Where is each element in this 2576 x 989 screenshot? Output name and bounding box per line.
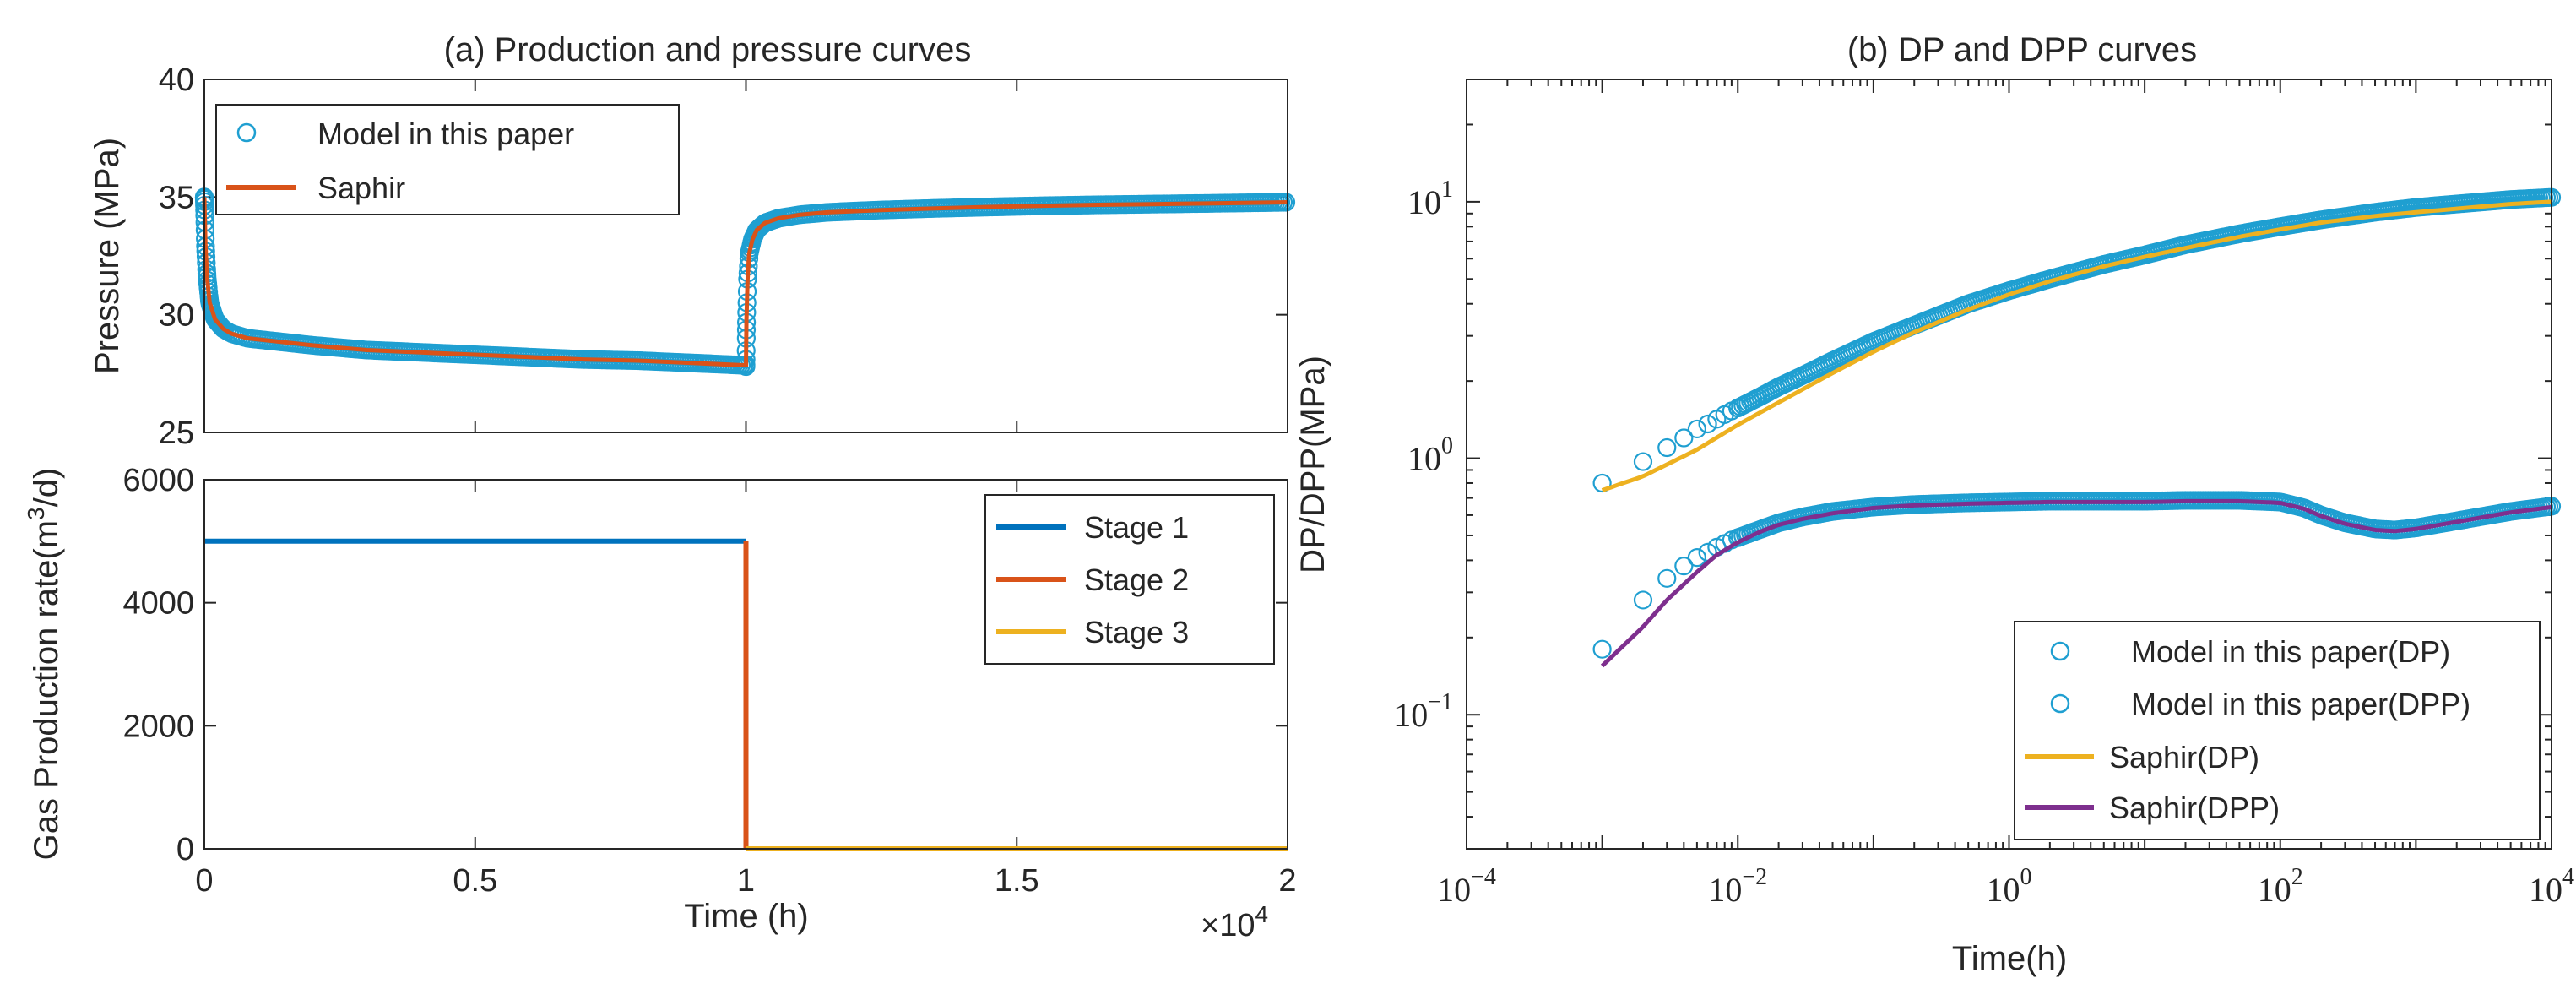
legend-marker-model-dp xyxy=(2050,641,2070,661)
pressure-panel: (a) Production and pressure curves 25 30 3… xyxy=(89,31,1296,451)
legend-marker-model xyxy=(236,122,257,143)
pressure-y-tick-label: 25 xyxy=(159,416,194,451)
dp-dpp-x-tick-label: 100 xyxy=(1987,864,2032,909)
dp-dpp-y-tick-label: 100 xyxy=(1407,433,1453,478)
dp-dpp-panel: (b) DP and DPP curves 10−4 10−2 100 102 1041… xyxy=(1294,31,2574,977)
production-y-tick-label: 6000 xyxy=(122,463,194,498)
pressure-y-tick-label: 35 xyxy=(159,180,194,215)
model-point xyxy=(1674,557,1694,576)
model-point xyxy=(214,319,233,339)
model-point xyxy=(1698,414,1717,434)
production-legend: Stage 1 Stage 2 Stage 3 xyxy=(984,494,1275,665)
dp-dpp-x-tick-label: 10−2 xyxy=(1708,864,1767,909)
dp-dpp-series xyxy=(1592,187,2562,668)
dp-dpp-legend: Model in this paper(DP) Model in this pa… xyxy=(2014,621,2541,840)
production-x-tick-label: 0 xyxy=(195,863,213,899)
production-x-tick-label: 2 xyxy=(1278,863,1296,899)
production-x-label: Time (h) xyxy=(684,898,808,935)
production-x-exponent: ×104 xyxy=(1201,901,1268,943)
production-y-tick-label: 0 xyxy=(176,832,194,867)
dp-dpp-y-label: DP/DPP(MPa) xyxy=(1294,356,1331,573)
dp-dpp-title: (b) DP and DPP curves xyxy=(1847,31,2197,68)
legend-label-model-dp: Model in this paper(DP) xyxy=(2131,634,2450,669)
production-y-tick-label: 2000 xyxy=(122,709,194,744)
dp-dpp-ticks: 10−4 10−2 100 102 104 10−1 100 101 xyxy=(1394,79,2574,909)
model-point xyxy=(1592,473,1612,493)
production-x-tick-label: 1 xyxy=(737,863,755,899)
pressure-y-tick-label: 30 xyxy=(159,298,194,334)
production-y-tick-label: 4000 xyxy=(122,586,194,622)
pressure-y-label: Pressure (MPa) xyxy=(89,138,126,374)
production-ticks: 0 2000 4000 6000 0 0.5 1 1.5 2 xyxy=(122,463,1296,899)
dp-dpp-x-label: Time(h) xyxy=(1952,940,2067,977)
pressure-legend: Model in this paper Saphir xyxy=(215,104,680,215)
pressure-series xyxy=(194,187,1296,377)
dp-dpp-axes-box xyxy=(1466,79,2552,850)
model-point xyxy=(1633,590,1653,610)
pressure-panel-title: (a) Production and pressure curves xyxy=(444,31,972,68)
legend-label-saphir-dpp: Saphir(DPP) xyxy=(2109,791,2280,825)
legend-label-stage-2: Stage 2 xyxy=(1084,562,1189,597)
legend-label-saphir: Saphir xyxy=(317,171,405,205)
dp-dpp-y-tick-label: 101 xyxy=(1407,177,1453,221)
model-point xyxy=(1657,437,1677,458)
production-axes-box xyxy=(203,479,1288,850)
dp-dpp-x-tick-label: 10−4 xyxy=(1437,864,1496,909)
dp-dpp-x-tick-label: 102 xyxy=(2258,864,2303,909)
series-saphir-dp xyxy=(1601,199,2552,492)
legend-label-model: Model in this paper xyxy=(317,117,574,151)
model-point xyxy=(1592,639,1612,659)
model-point xyxy=(1633,452,1653,471)
legend-label-stage-3: Stage 3 xyxy=(1084,615,1189,649)
series-saphir-dpp xyxy=(1600,498,2552,668)
model-point xyxy=(1674,428,1694,448)
production-x-tick-label: 0.5 xyxy=(453,863,497,899)
model-point xyxy=(1687,419,1706,439)
model-point xyxy=(1657,568,1677,588)
model-point xyxy=(1687,548,1706,568)
dp-dpp-y-tick-label: 10−1 xyxy=(1394,689,1453,734)
dp-dpp-legend-box xyxy=(2014,621,2541,840)
pressure-y-tick-label: 40 xyxy=(159,62,194,98)
legend-label-stage-1: Stage 1 xyxy=(1084,510,1189,545)
pressure-axes-box xyxy=(203,79,1288,433)
legend-marker-model-dpp xyxy=(2050,693,2070,714)
production-y-label: Gas Production rate(m3/d) xyxy=(23,468,65,861)
production-x-tick-label: 1.5 xyxy=(995,863,1039,899)
dp-dpp-x-tick-label: 104 xyxy=(2529,864,2574,909)
pressure-legend-box xyxy=(215,104,680,215)
legend-label-saphir-dp: Saphir(DP) xyxy=(2109,740,2259,774)
legend-label-model-dpp: Model in this paper(DPP) xyxy=(2131,687,2470,721)
series-saphir xyxy=(202,197,1288,368)
production-panel: 0 2000 4000 6000 0 0.5 1 1.5 2 Gas Production ra… xyxy=(23,463,1297,943)
